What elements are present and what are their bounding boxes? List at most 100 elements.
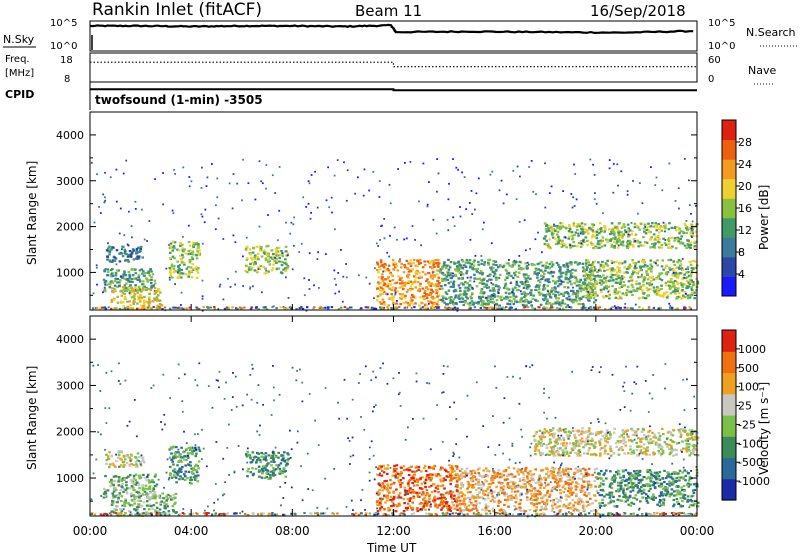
scatter-cell [586,239,589,242]
scatter-cell [213,307,216,310]
scatter-cell [541,507,545,510]
scatter-cell [115,307,118,310]
scatter-cell [122,477,125,480]
scatter-cell [131,280,134,283]
scatter-cell [200,187,203,189]
scatter-cell [169,274,172,277]
scatter-cell [112,480,116,483]
scatter-cell [498,307,501,310]
scatter-cell [108,282,111,285]
scatter-cell [181,272,185,275]
freq-label-line1: Freq. [5,54,30,65]
scatter-cell [434,486,438,489]
scatter-cell [400,294,404,297]
y-tick-label: 3000 [56,175,84,188]
scatter-cell [664,223,667,226]
scatter-cell [191,258,195,261]
scatter-cell [433,495,436,498]
scatter-cell [490,293,494,297]
scatter-cell [696,282,700,285]
scatter-cell [249,253,252,256]
scatter-cell [282,306,285,308]
scatter-cell [504,268,508,271]
scatter-cell [551,236,555,239]
scatter-cell [146,301,150,304]
scatter-cell [556,484,560,487]
scatter-cell [545,498,549,501]
scatter-cell [563,302,567,305]
scatter-cell [631,230,634,233]
scatter-cell [412,275,416,278]
scatter-cell [558,473,561,476]
scatter-cell [417,478,420,481]
scatter-cell [433,307,436,310]
scatter-cell [557,468,561,471]
scatter-cell [625,291,628,294]
scatter-cell [431,304,434,307]
scatter-cell [437,298,441,301]
scatter-cell [689,241,693,244]
scatter-cell [641,276,644,279]
scatter-cell [182,166,185,169]
scatter-cell [561,505,565,508]
scatter-cell [548,267,551,270]
scatter-cell [396,290,399,293]
scatter-cell [422,295,425,298]
scatter-cell [572,291,576,294]
scatter-cell [113,287,116,290]
scatter-cell [524,483,527,486]
scatter-cell [693,297,696,300]
scatter-cell [498,273,502,277]
scatter-cell [131,274,135,277]
scatter-cell [587,467,591,470]
scatter-cell [349,306,352,309]
scatter-cell [151,496,154,499]
scatter-cell [194,463,198,466]
scatter-cell [105,459,109,462]
scatter-cell [486,494,490,497]
scatter-cell [217,308,220,310]
scatter-cell [613,232,616,235]
scatter-cell [155,307,159,310]
scatter-cell [439,493,443,496]
scatter-cell [364,306,368,309]
scatter-cell [450,474,454,477]
scatter-cell [645,241,649,244]
scatter-cell [484,302,487,305]
scatter-cell [657,231,661,234]
scatter-cell [169,272,172,275]
scatter-cell [120,458,123,461]
scatter-cell [431,270,435,273]
scatter-cell [490,268,493,271]
scatter-cell [261,291,263,294]
scatter-cell [594,299,598,302]
scatter-cell [438,262,441,265]
scatter-cell [169,242,173,245]
scatter-cell [468,202,471,204]
scatter-cell [591,233,595,236]
scatter-cell [117,454,121,457]
scatter-cell [152,284,155,287]
scatter-cell [490,282,493,284]
scatter-cell [562,293,565,296]
scatter-cell [569,275,573,278]
scatter-cell [587,232,590,235]
scatter-cell [514,494,518,497]
scatter-cell [136,278,140,281]
scatter-cell [190,467,193,470]
scatter-cell [172,455,175,458]
scatter-cell [477,302,480,305]
scatter-cell [440,285,443,288]
scatter-cell [422,297,425,300]
scatter-cell [137,484,141,487]
noise-right-tick-top: 10^5 [708,18,735,29]
scatter-cell [533,272,536,275]
scatter-cell [630,275,633,278]
scatter-cell [564,505,568,508]
scatter-cell [273,460,276,463]
scatter-cell [428,504,432,507]
scatter-cell [655,293,659,296]
scatter-cell [141,208,143,211]
scatter-cell [453,494,456,497]
scatter-cell [641,202,644,205]
